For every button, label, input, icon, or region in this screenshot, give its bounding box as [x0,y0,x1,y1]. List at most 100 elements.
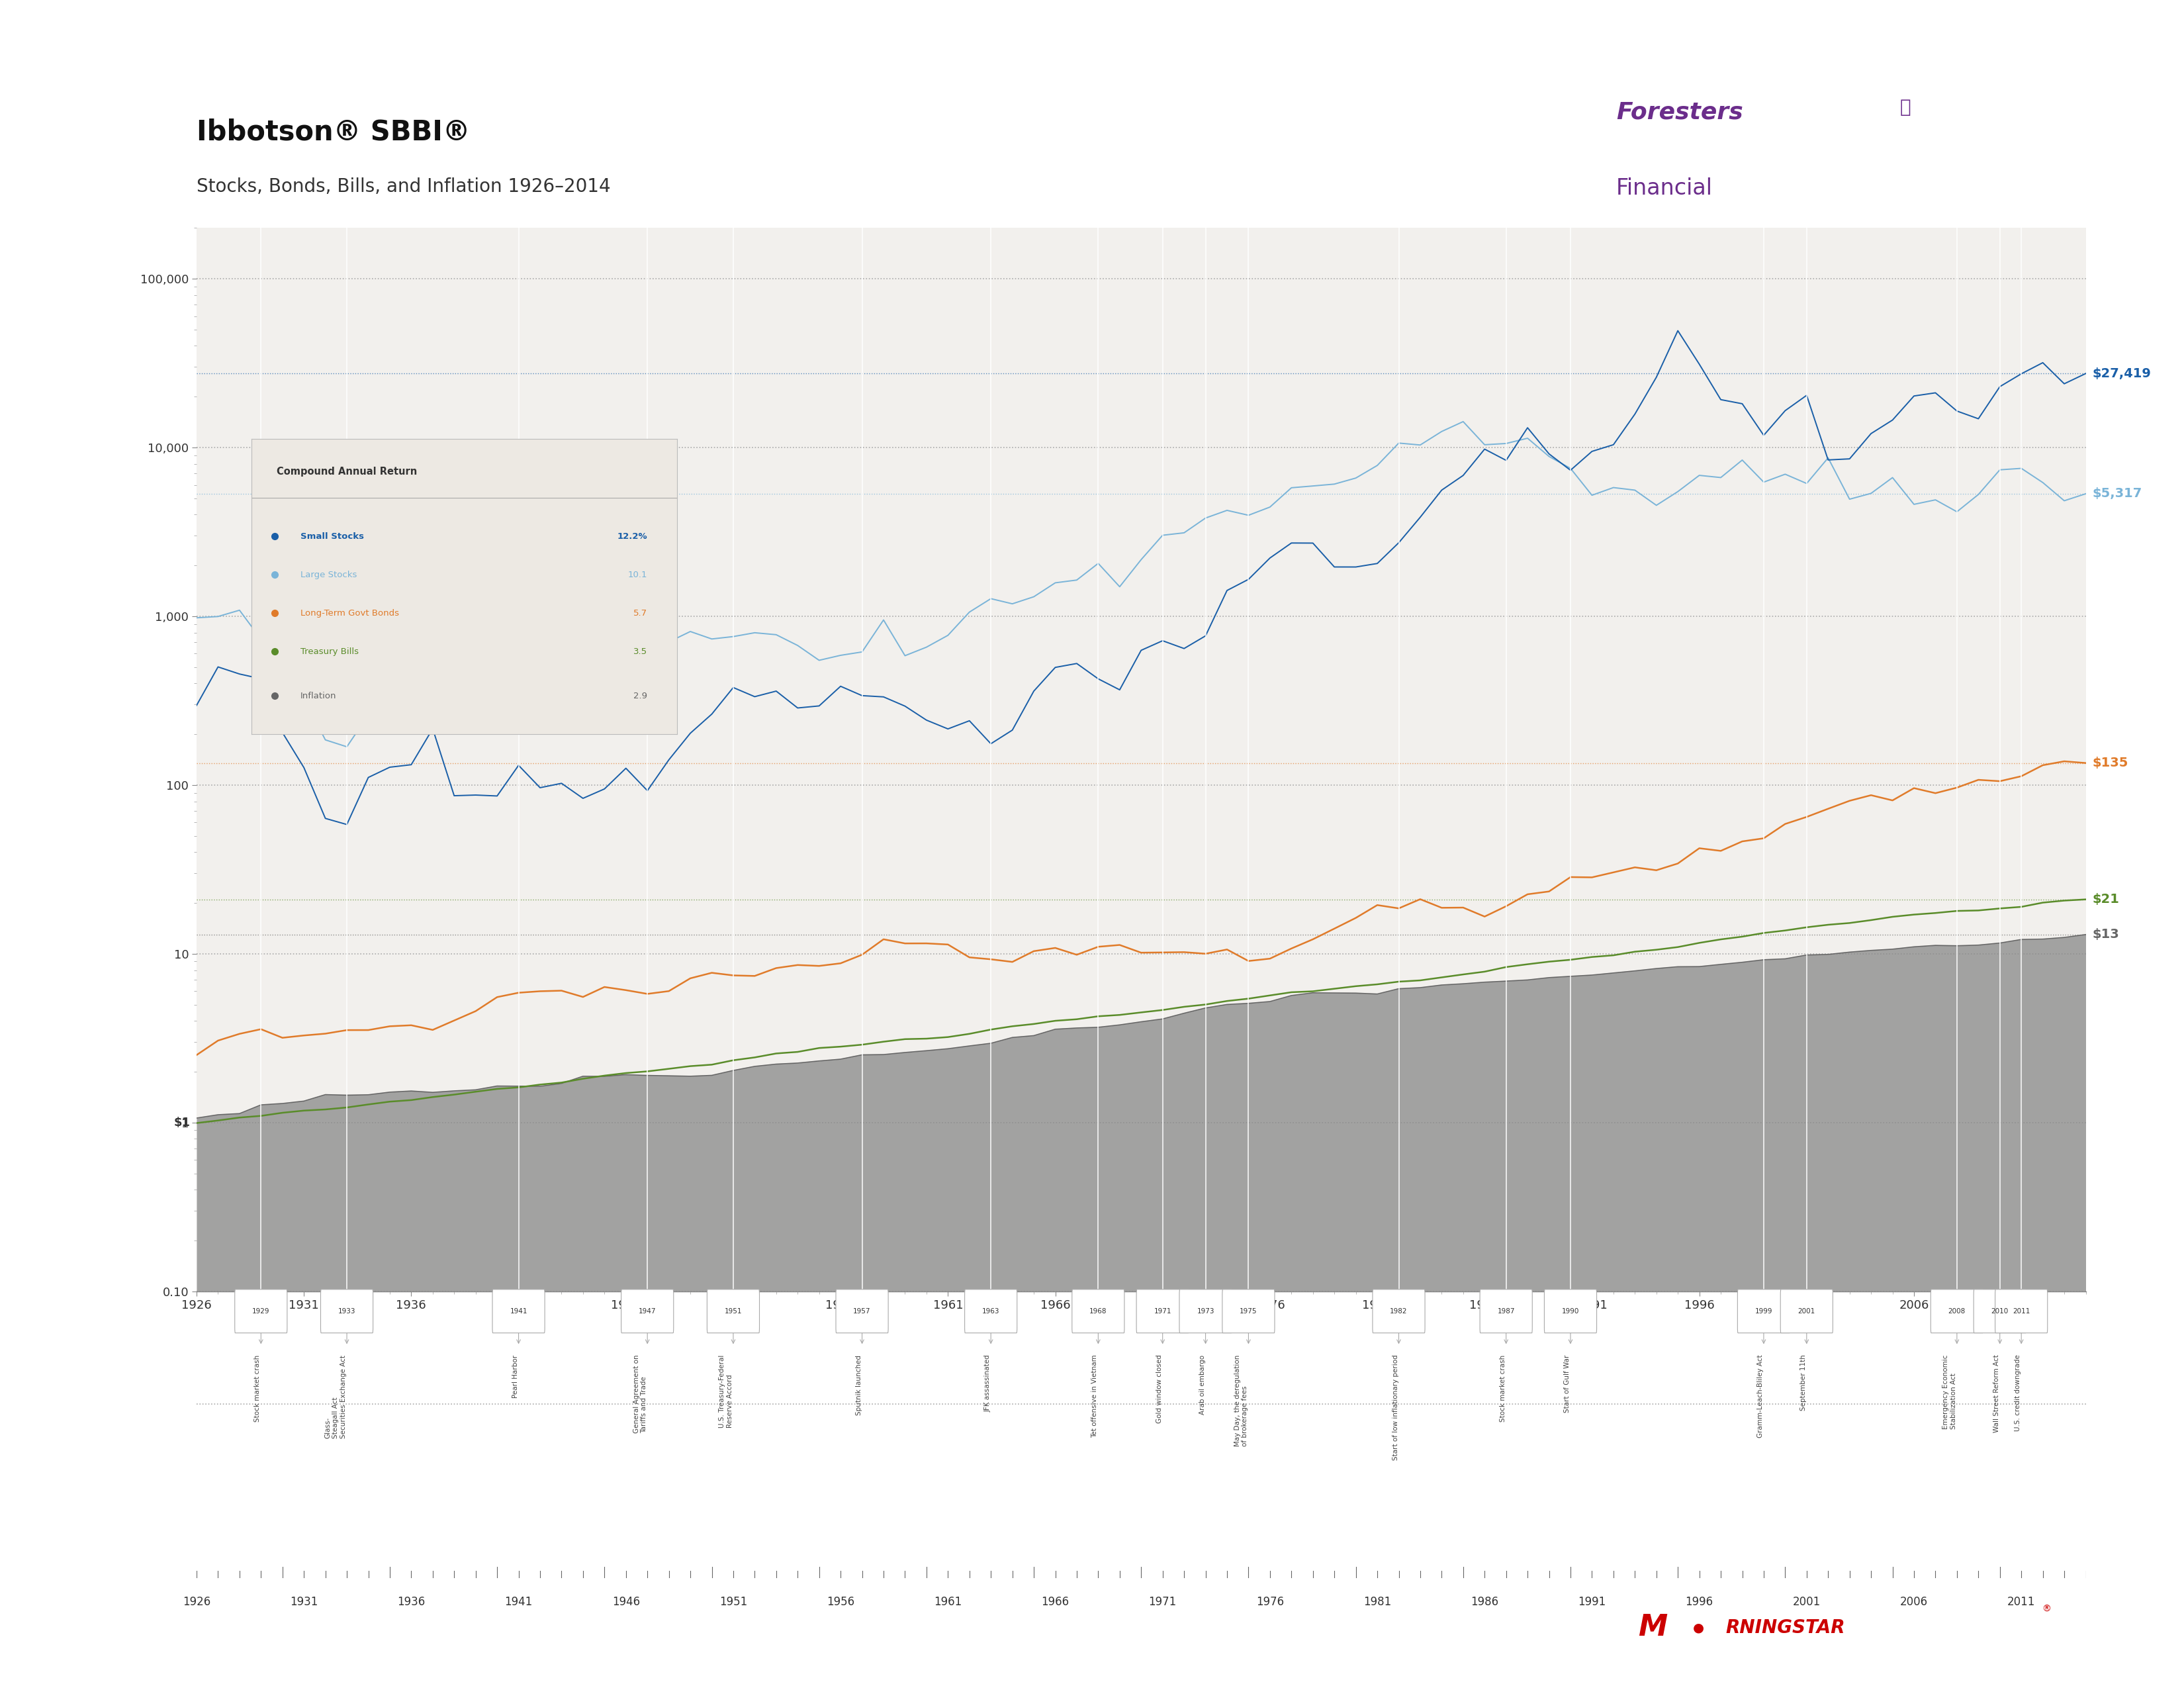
Text: 1933: 1933 [339,1308,356,1315]
Text: 10.1: 10.1 [627,571,646,579]
FancyBboxPatch shape [1223,1290,1275,1334]
Text: Stock market crash: Stock market crash [1500,1355,1507,1421]
Text: Emergency Economic
Stabilization Act: Emergency Economic Stabilization Act [1942,1355,1957,1430]
Text: 1951: 1951 [725,1308,743,1315]
Text: $13: $13 [2092,928,2118,940]
Text: 1946: 1946 [612,1595,640,1607]
Text: 2010: 2010 [1992,1308,2009,1315]
Text: Large Stocks: Large Stocks [299,571,356,579]
Text: Glass-
Steagall Act
Securities Exchange Act: Glass- Steagall Act Securities Exchange … [325,1355,347,1438]
Text: Foresters: Foresters [1616,101,1743,123]
FancyBboxPatch shape [1481,1290,1533,1334]
Text: 1971: 1971 [1153,1308,1171,1315]
Text: Small Stocks: Small Stocks [299,532,365,540]
Text: Compound Annual Return: Compound Annual Return [277,468,417,478]
Text: 1999: 1999 [1756,1308,1773,1315]
Text: $27,419: $27,419 [2092,368,2151,380]
Text: 2006: 2006 [1900,1595,1928,1607]
Text: 1936: 1936 [397,1595,426,1607]
Text: 2011: 2011 [2007,1595,2035,1607]
Text: M: M [1638,1614,1666,1642]
Text: 12.2%: 12.2% [618,532,646,540]
Text: $135: $135 [2092,756,2127,770]
Text: Past performance does not guarantee future results.: Past performance does not guarantee futu… [66,1617,328,1626]
FancyBboxPatch shape [1372,1290,1424,1334]
Text: U.S. credit downgrade: U.S. credit downgrade [2014,1355,2022,1431]
FancyBboxPatch shape [321,1290,373,1334]
FancyBboxPatch shape [1996,1290,2049,1334]
Text: 2001: 2001 [1793,1595,1821,1607]
FancyBboxPatch shape [836,1290,889,1334]
Text: $5,317: $5,317 [2092,488,2143,500]
Text: 2001: 2001 [1797,1308,1815,1315]
Text: Stocks, Bonds, Bills, and Inflation 1926–2014: Stocks, Bonds, Bills, and Inflation 1926… [197,177,612,196]
Text: Inflation: Inflation [299,692,336,701]
FancyBboxPatch shape [1179,1290,1232,1334]
Text: Tet offensive in Vietnam: Tet offensive in Vietnam [1092,1355,1099,1438]
Text: ⽉: ⽉ [1900,98,1911,116]
Text: 1941: 1941 [505,1595,533,1607]
FancyBboxPatch shape [1738,1290,1791,1334]
Text: 1991: 1991 [1579,1595,1605,1607]
Text: 2008: 2008 [1948,1308,1966,1315]
Text: Pearl Harbor: Pearl Harbor [511,1355,518,1398]
FancyBboxPatch shape [234,1290,286,1334]
Text: May Day, the deregulation
of brokerage fees: May Day, the deregulation of brokerage f… [1234,1355,1249,1447]
Text: JFK assassinated: JFK assassinated [985,1355,992,1413]
Text: Stock market crash: Stock market crash [253,1355,260,1421]
Text: 1968: 1968 [1090,1308,1107,1315]
Text: 3.5: 3.5 [633,647,646,657]
FancyBboxPatch shape [965,1290,1018,1334]
FancyBboxPatch shape [1136,1290,1188,1334]
Text: Arab oil embargo: Arab oil embargo [1199,1355,1206,1415]
Text: 1956: 1956 [828,1595,854,1607]
Text: Sputnik launched: Sputnik launched [856,1355,863,1415]
FancyBboxPatch shape [1780,1290,1832,1334]
Text: 1973: 1973 [1197,1308,1214,1315]
FancyBboxPatch shape [491,1290,544,1334]
Text: Gold window closed: Gold window closed [1155,1355,1162,1423]
Text: Ibbotson® SBBI®: Ibbotson® SBBI® [197,118,470,145]
FancyBboxPatch shape [620,1290,673,1334]
Text: 1990: 1990 [1562,1308,1579,1315]
Text: 1926: 1926 [183,1595,210,1607]
Text: 1929: 1929 [251,1308,271,1315]
Text: Start of Gulf War: Start of Gulf War [1564,1355,1570,1413]
Text: ●: ● [1693,1622,1704,1634]
Text: September 11th: September 11th [1800,1355,1806,1411]
Text: Start of low inflationary period: Start of low inflationary period [1391,1355,1398,1460]
Text: 1963: 1963 [983,1308,1000,1315]
Text: 1931: 1931 [290,1595,319,1607]
Text: 1971: 1971 [1149,1595,1177,1607]
Text: 1986: 1986 [1470,1595,1498,1607]
Text: ®: ® [2042,1604,2051,1614]
Text: Hypothetical value of $1 invested at the beginning of 1926. Assumes reinvestment: Hypothetical value of $1 invested at the… [66,1654,686,1673]
Text: $1: $1 [173,1116,190,1129]
FancyBboxPatch shape [1072,1290,1125,1334]
Text: 1961: 1961 [935,1595,961,1607]
Text: 1957: 1957 [854,1308,871,1315]
Text: 1982: 1982 [1389,1308,1406,1315]
Text: 1996: 1996 [1686,1595,1712,1607]
FancyBboxPatch shape [708,1290,760,1334]
FancyBboxPatch shape [1931,1290,1983,1334]
Text: 1975: 1975 [1241,1308,1258,1315]
FancyBboxPatch shape [1974,1290,2027,1334]
Text: $21: $21 [2092,893,2118,906]
Text: Financial: Financial [1616,177,1712,199]
Text: Treasury Bills: Treasury Bills [299,647,358,657]
Text: 1966: 1966 [1042,1595,1070,1607]
Text: 2.9: 2.9 [633,692,646,701]
Text: 1987: 1987 [1498,1308,1516,1315]
FancyBboxPatch shape [1544,1290,1597,1334]
Text: Long-Term Govt Bonds: Long-Term Govt Bonds [299,609,400,618]
Text: 1981: 1981 [1363,1595,1391,1607]
Text: 1941: 1941 [509,1308,526,1315]
Text: Wall Street Reform Act: Wall Street Reform Act [1994,1355,2001,1433]
Text: 1947: 1947 [638,1308,655,1315]
Text: 5.7: 5.7 [633,609,646,618]
Text: 2011: 2011 [2014,1308,2031,1315]
Text: Gramm-Leach-Bliley Act: Gramm-Leach-Bliley Act [1758,1355,1765,1438]
Text: 1951: 1951 [719,1595,747,1607]
Text: U.S. Treasury-Federal
Reserve Accord: U.S. Treasury-Federal Reserve Accord [719,1355,734,1428]
